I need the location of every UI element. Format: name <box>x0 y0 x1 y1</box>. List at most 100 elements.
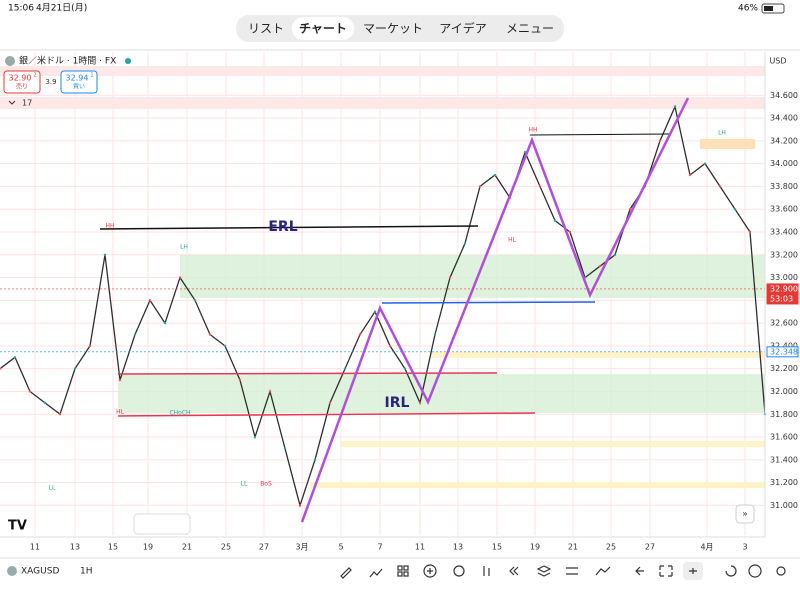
annotation: ERL <box>268 219 297 235</box>
buy-button[interactable] <box>60 70 98 94</box>
market-open-dot <box>125 58 131 64</box>
price-point <box>43 401 47 405</box>
irl-line <box>117 412 536 417</box>
fvg-zone <box>340 441 765 447</box>
price-point <box>493 173 497 177</box>
price-tag-label: 32.900 <box>770 284 798 293</box>
interval[interactable]: 1H <box>80 567 93 577</box>
price-point <box>598 264 602 268</box>
status-date: 4月21日(月) <box>36 3 87 14</box>
drawing-tools[interactable] <box>133 513 191 535</box>
ticker-icon <box>7 566 17 576</box>
tv-logo: TV <box>8 519 27 534</box>
structure-label: LL <box>49 485 56 492</box>
bos-line <box>381 301 596 304</box>
scroll-right[interactable] <box>735 504 755 524</box>
sell-price: 32.90 <box>9 74 32 83</box>
tab[interactable]: メニュー <box>506 22 554 36</box>
y-tick-label: 34.600 <box>770 91 798 100</box>
y-tick-label: 32.000 <box>770 387 798 396</box>
y-tick-label: 33.800 <box>770 182 798 191</box>
structure-label: HH <box>528 127 537 134</box>
battery-level <box>764 6 773 11</box>
resistance-zone <box>0 97 765 109</box>
price-point <box>418 401 422 405</box>
structure-label: LL <box>241 481 248 488</box>
status-time: 15:06 <box>8 4 34 14</box>
x-tick-label: 21 <box>182 543 192 552</box>
price-point <box>103 253 107 256</box>
x-tick-label: 11 <box>30 543 40 552</box>
tab[interactable]: チャート <box>299 22 347 36</box>
price-point <box>238 378 242 382</box>
price-point <box>538 185 542 188</box>
y-tick-label: 31.800 <box>770 410 798 419</box>
x-tick-label: 27 <box>259 543 269 552</box>
tab[interactable]: リスト <box>248 22 284 36</box>
price-point <box>358 333 362 336</box>
supply-zone <box>700 139 755 149</box>
price-point <box>718 185 722 188</box>
price-point <box>208 333 212 336</box>
price-point <box>748 230 752 234</box>
price-point <box>403 367 407 370</box>
price-tag <box>766 283 799 305</box>
sell-sup: 2 <box>33 73 36 79</box>
price-point <box>148 299 152 302</box>
y-tick-label: 31.600 <box>770 433 798 442</box>
price-point <box>568 230 572 234</box>
price-point <box>478 185 482 188</box>
price-point <box>133 333 137 336</box>
y-tick-label: 32.400 <box>770 341 798 350</box>
toolbar-icons[interactable] <box>340 562 786 580</box>
price-point <box>313 458 317 462</box>
price-point <box>0 367 2 370</box>
x-tick-label: 4月 <box>700 543 713 552</box>
price-point <box>58 413 62 416</box>
x-tick-label: 21 <box>568 543 578 552</box>
ticker[interactable]: XAGUSD <box>21 567 59 577</box>
y-tick-label: 34.200 <box>770 136 798 145</box>
sell-label: 売り <box>16 83 28 91</box>
x-tick-label: 25 <box>606 543 616 552</box>
y-tick-label: 31.400 <box>770 455 798 464</box>
x-tick-label: 13 <box>70 543 80 552</box>
price-point <box>88 344 92 348</box>
price-point <box>328 401 332 405</box>
price-point <box>73 367 77 370</box>
price-countdown: 53:03 <box>770 294 793 303</box>
structure-label: HL <box>508 237 517 244</box>
y-tick-label: 33.400 <box>770 227 798 236</box>
price-point <box>463 242 467 245</box>
x-tick-label: 7 <box>377 543 382 552</box>
x-tick-label: 5 <box>338 543 343 552</box>
x-tick-label: 15 <box>108 543 118 552</box>
sell-button[interactable] <box>3 70 41 94</box>
annotation: IRL <box>385 395 410 411</box>
currency: USD <box>769 57 786 66</box>
price-point <box>178 276 182 279</box>
zigzag <box>300 97 690 523</box>
collapse-icon[interactable] <box>8 100 16 105</box>
x-tick-label: 3 <box>742 543 747 552</box>
resistance-zone <box>0 66 765 76</box>
price-point <box>673 105 677 108</box>
y-tick-label: 31.000 <box>770 501 798 510</box>
price-point <box>268 390 272 393</box>
battery-icon <box>761 3 785 14</box>
structure-label: LH <box>718 130 726 137</box>
tab[interactable]: マーケット <box>363 22 423 36</box>
choch-line <box>529 133 671 136</box>
structure-label: HH <box>105 223 114 230</box>
price-point <box>373 310 377 313</box>
x-tick-label: 3月 <box>295 543 308 552</box>
price-tag <box>766 346 799 358</box>
y-tick-label: 31.200 <box>770 478 798 487</box>
tab[interactable]: アイデア <box>439 21 486 36</box>
price-point <box>193 299 197 302</box>
symbol-icon <box>5 56 15 66</box>
price-point <box>433 333 437 336</box>
y-tick-label: 32.200 <box>770 364 798 373</box>
price-point <box>13 356 17 359</box>
